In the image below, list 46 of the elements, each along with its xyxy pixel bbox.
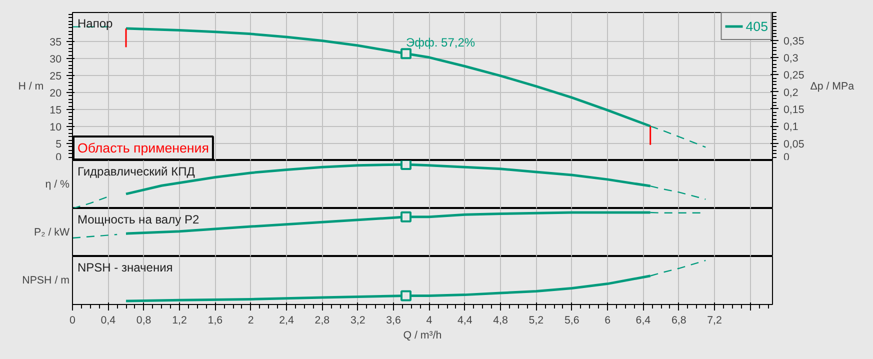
y-tick-label: 15 — [50, 104, 62, 116]
x-tick-label: 4,4 — [457, 314, 472, 326]
annotation: Область применения — [78, 140, 209, 156]
y-axis-title: H / m — [18, 80, 44, 92]
y2-axis-title: Δp / MPa — [810, 80, 854, 92]
y-tick-label: 30 — [50, 53, 62, 66]
x-tick-label: 2,8 — [314, 314, 330, 326]
y2-tick-label: 0,1 — [784, 121, 798, 134]
x-tick-label: 6 — [604, 314, 611, 326]
x-axis-title: Q / m³/h — [403, 330, 442, 342]
y-tick-label: 5 — [56, 138, 62, 150]
y-axis-title: NPSH / m — [22, 274, 70, 286]
y-axis-title: η / % — [45, 178, 70, 190]
x-tick-label: 1,2 — [172, 314, 187, 326]
y2-tick-label: 0,2 — [784, 86, 798, 99]
x-tick-label: 4 — [426, 314, 432, 326]
y2-tick-label: 0,3 — [784, 52, 798, 64]
x-tick-label: 3,6 — [386, 314, 401, 326]
annotation: Гидравлический КПД — [78, 164, 195, 178]
y2-tick-label: 0,25 — [784, 70, 804, 82]
x-tick-label: 6,8 — [671, 314, 686, 326]
annotation: Мощность на валу P2 — [78, 212, 200, 226]
y-tick-label: 20 — [50, 87, 62, 100]
x-tick-label: 2,4 — [279, 314, 294, 326]
y2-tick-label: 0,05 — [784, 138, 804, 150]
y-tick-label: 10 — [50, 121, 62, 134]
x-tick-label: 5,2 — [528, 314, 544, 326]
x-tick-label: 0,8 — [136, 314, 152, 326]
x-tick-label: 4,8 — [493, 314, 508, 326]
x-tick-label: 6,4 — [636, 314, 651, 326]
y2-tick-label: 0,35 — [784, 35, 804, 48]
x-tick-label: 7,2 — [707, 314, 722, 326]
annotation: Напор — [78, 16, 114, 30]
y-axis-title: P₂ / kW — [34, 226, 70, 238]
x-tick-label: 0 — [70, 314, 76, 326]
x-tick-label: 0,4 — [100, 314, 116, 326]
x-tick-label: 5,6 — [564, 314, 580, 326]
annotation: NPSH - значения — [78, 260, 173, 274]
legend-label: 405 — [746, 18, 768, 34]
x-tick-label: 1,6 — [208, 314, 223, 326]
y-tick-label: 25 — [50, 70, 62, 82]
x-tick-label: 3,2 — [350, 314, 366, 326]
annotation: Эфф. 57,2% — [406, 36, 476, 50]
y-tick-label: 35 — [50, 36, 62, 48]
y2-tick-label: 0,15 — [784, 104, 804, 116]
x-tick-label: 2 — [248, 314, 254, 326]
